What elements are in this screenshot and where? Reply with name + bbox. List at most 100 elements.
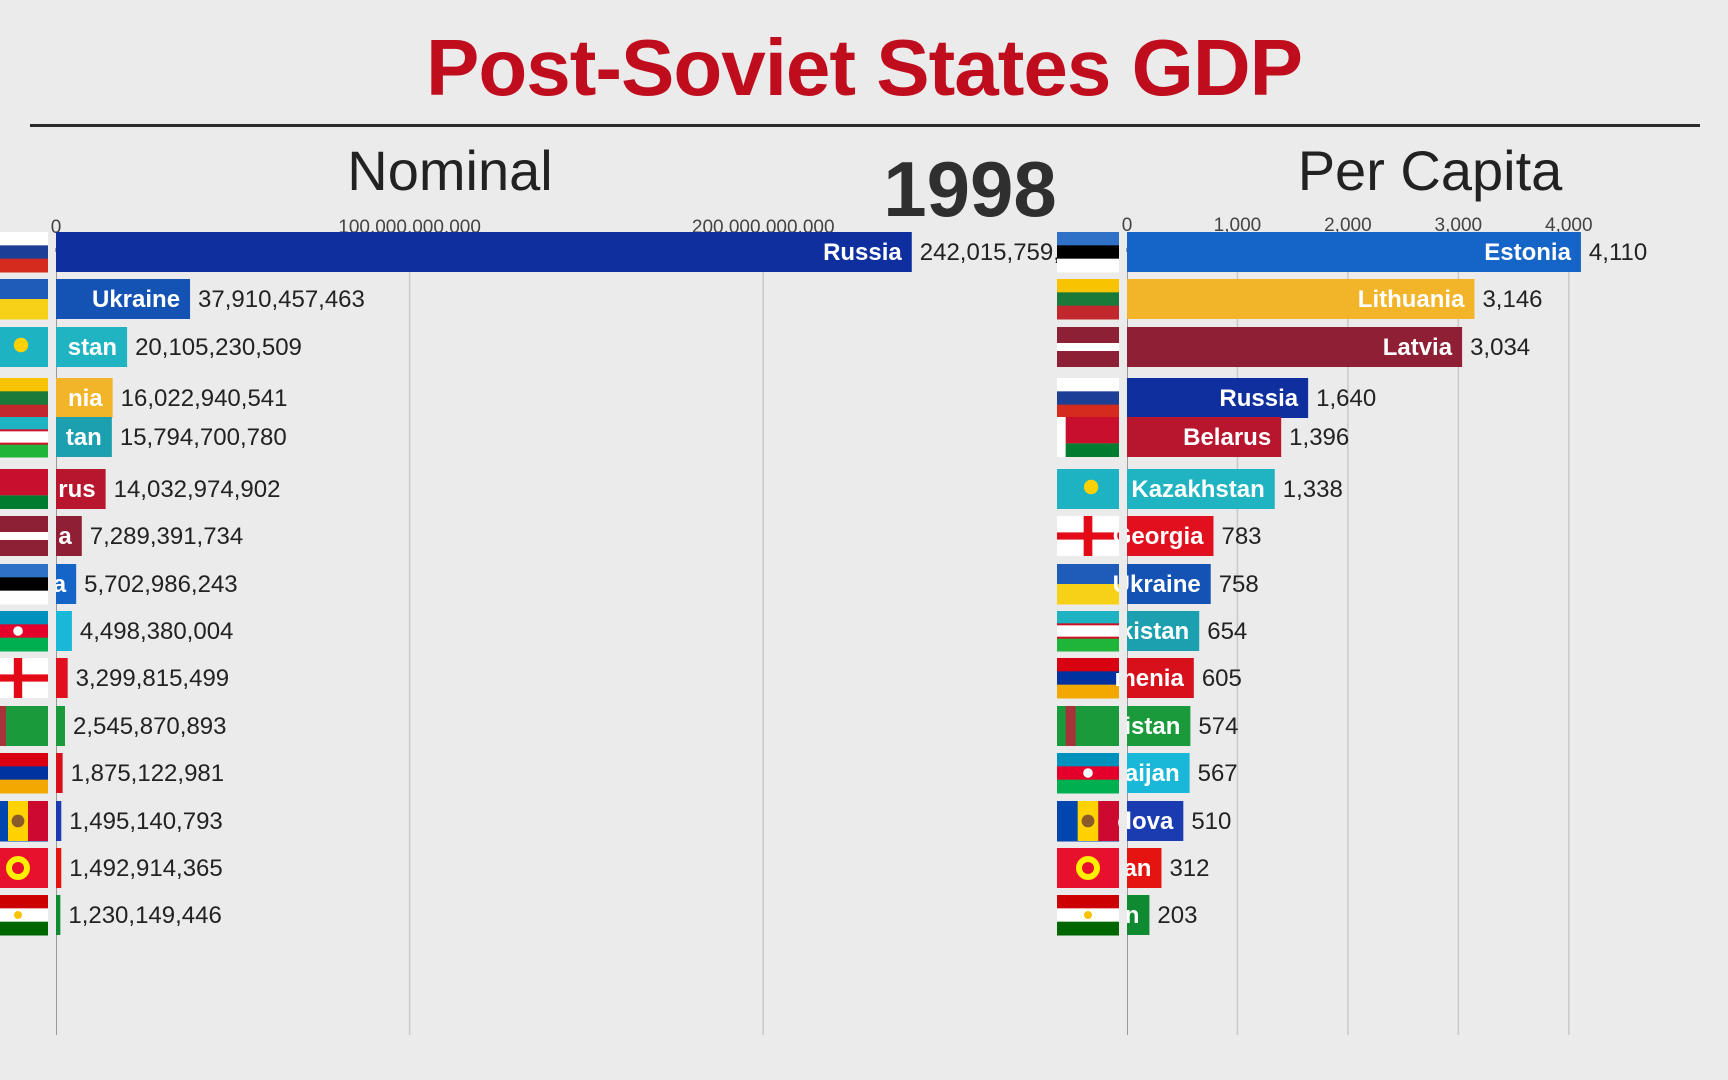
value-label: 574	[1198, 713, 1238, 740]
flag-icon	[1057, 611, 1119, 652]
bar	[56, 848, 62, 888]
bar-label: Ukraine	[92, 286, 180, 313]
label-mask	[48, 252, 56, 1055]
bar-row: Latvia 3,034	[1057, 327, 1530, 367]
flag-icon	[1057, 801, 1119, 842]
bar-row: dova 510	[1057, 801, 1231, 842]
bar	[1127, 706, 1191, 746]
bar-row: a 5,702,986,243	[0, 564, 238, 605]
bar-label: rus	[58, 476, 95, 503]
value-label: 2,545,870,893	[73, 713, 226, 740]
tick-label: 0	[51, 217, 62, 238]
bar-row: Georgia 783	[1057, 516, 1262, 556]
bar	[56, 706, 66, 746]
bar-label: a	[58, 523, 72, 550]
bar-label: Lithuania	[1358, 286, 1465, 313]
per-capita-chart-title: Per Capita	[1297, 139, 1563, 202]
flag-icon	[0, 564, 48, 605]
bar	[56, 516, 82, 556]
value-label: 20,105,230,509	[135, 334, 302, 361]
flag-icon	[0, 753, 48, 794]
flag-icon	[1057, 279, 1119, 320]
bar	[56, 232, 912, 272]
value-label: 5,702,986,243	[84, 571, 237, 598]
bar	[1127, 753, 1190, 793]
flag-icon	[0, 279, 48, 320]
flag-icon	[0, 848, 48, 888]
bar-row: 1,492,914,365	[0, 848, 223, 888]
bar-label: kistan	[1120, 618, 1189, 645]
bar-label: tan	[66, 424, 102, 451]
tick-label: 1,000	[1214, 215, 1262, 236]
bar-label: Latvia	[1383, 334, 1453, 361]
bar-label: Ukraine	[1113, 571, 1201, 598]
bar-row: tan 15,794,700,780	[0, 417, 287, 458]
bar	[1127, 417, 1282, 457]
flag-icon	[1057, 327, 1119, 367]
value-label: 3,299,815,499	[76, 665, 229, 692]
tick-label: 2,000	[1324, 215, 1372, 236]
value-label: 312	[1169, 855, 1209, 882]
value-label: 7,289,391,734	[90, 523, 243, 550]
bar-label: Russia	[1219, 385, 1298, 412]
flag-icon	[0, 327, 48, 367]
bar-row: 4,498,380,004	[0, 611, 233, 652]
tick-label: 4,000	[1545, 215, 1593, 236]
bar-label: stan	[68, 334, 117, 361]
tick-label: 0	[1122, 215, 1133, 236]
bar-row: Russia 1,640	[1057, 378, 1376, 419]
bar-row: rus 14,032,974,902	[0, 469, 280, 509]
bar-row: Ukraine 758	[1057, 564, 1259, 605]
bar-row: 1,230,149,446	[0, 895, 222, 936]
value-label: 1,396	[1289, 424, 1349, 451]
bar-row: kistan 654	[1057, 611, 1247, 652]
bar-row: 3,299,815,499	[0, 658, 229, 698]
bar-label: istan	[1124, 713, 1180, 740]
value-label: 14,032,974,902	[114, 476, 281, 503]
flag-icon	[1057, 895, 1119, 936]
tick-label: 3,000	[1435, 215, 1483, 236]
bar-row: stan 20,105,230,509	[0, 327, 302, 367]
flag-icon	[1057, 753, 1119, 794]
value-label: 654	[1207, 618, 1247, 645]
bar-row: Kazakhstan 1,338	[1057, 469, 1343, 509]
bar-row: 2,545,870,893	[0, 706, 226, 746]
bar-row: Russia 242,015,759,024	[0, 232, 1100, 273]
flag-icon	[0, 801, 48, 842]
flag-icon	[0, 658, 48, 698]
bar	[1127, 895, 1150, 935]
flag-icon	[0, 706, 48, 746]
flag-icon	[1057, 378, 1119, 419]
bar	[56, 658, 68, 698]
flag-icon	[1057, 848, 1119, 888]
bar	[56, 895, 61, 935]
bar	[1127, 232, 1581, 272]
bar	[1127, 564, 1211, 604]
flag-icon	[0, 516, 48, 556]
flag-icon	[0, 895, 48, 936]
flag-icon	[1057, 417, 1119, 457]
flag-icon	[1057, 516, 1119, 556]
flag-icon	[0, 232, 48, 273]
bar	[56, 611, 72, 651]
bar	[1127, 378, 1309, 418]
bar-label: Russia	[823, 239, 902, 266]
bar	[1127, 279, 1475, 319]
flag-icon	[0, 469, 48, 509]
bar-label: Georgia	[1113, 523, 1204, 550]
bar	[1127, 469, 1275, 509]
bar-row: menia 605	[1057, 658, 1242, 699]
value-label: 783	[1221, 523, 1261, 550]
bar	[1127, 848, 1162, 888]
bar-label: nia	[68, 385, 103, 412]
value-label: 510	[1191, 808, 1231, 835]
value-label: 203	[1157, 902, 1197, 929]
value-label: 567	[1198, 760, 1238, 787]
bar-label: n	[1125, 902, 1140, 929]
bar	[56, 327, 128, 367]
bar-row: 1,495,140,793	[0, 801, 223, 842]
nominal-chart-title: Nominal	[347, 139, 553, 202]
bar	[56, 753, 63, 793]
bar-row: Belarus 1,396	[1057, 417, 1349, 457]
